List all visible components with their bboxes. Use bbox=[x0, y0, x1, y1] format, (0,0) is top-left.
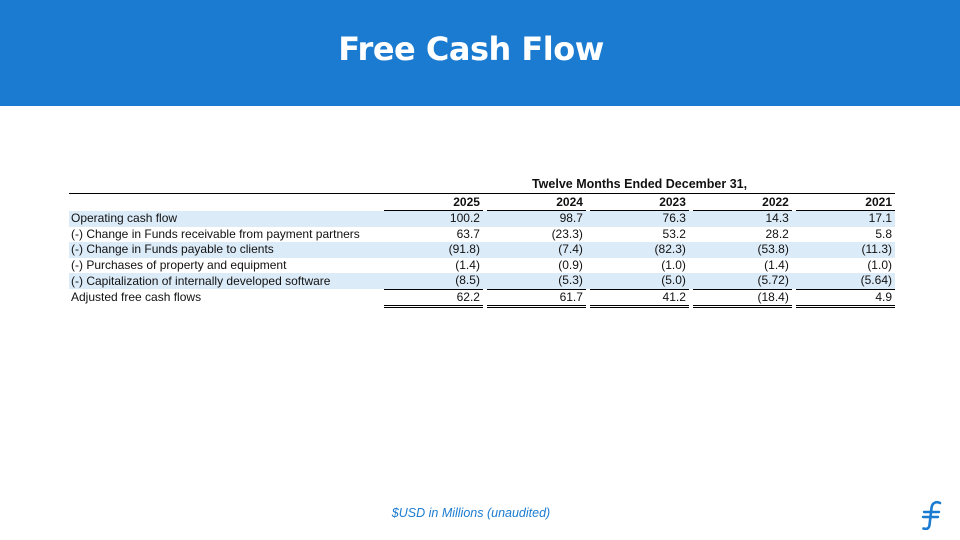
cell-value: (11.3) bbox=[795, 242, 895, 258]
cell-value: (0.9) bbox=[558, 257, 583, 272]
period-header: Twelve Months Ended December 31, bbox=[384, 176, 895, 194]
cell-value: (18.4) bbox=[692, 289, 792, 308]
table-row: (-) Change in Funds payable to clients (… bbox=[69, 242, 895, 258]
page-title: Free Cash Flow bbox=[338, 30, 604, 68]
cell-value: (5.72) bbox=[692, 273, 792, 290]
cell-value: 62.2 bbox=[384, 289, 483, 308]
row-label: (-) Change in Funds payable to clients bbox=[69, 242, 380, 258]
cell-value: (8.5) bbox=[384, 273, 483, 290]
row-label: Operating cash flow bbox=[69, 210, 380, 227]
year-header: 2023 bbox=[590, 193, 689, 211]
cell-value: (1.4) bbox=[764, 257, 789, 272]
table-row: (-) Change in Funds receivable from paym… bbox=[69, 227, 895, 243]
year-header-row: 2025 2024 2023 2022 2021 bbox=[69, 193, 895, 211]
flywire-f-logo-icon bbox=[921, 500, 942, 530]
cell-value: 5.8 bbox=[875, 226, 892, 241]
year-header: 2025 bbox=[384, 193, 483, 211]
cell-value: (5.0) bbox=[590, 273, 689, 290]
cell-value: (1.0) bbox=[867, 257, 892, 272]
cell-value: (5.3) bbox=[487, 273, 586, 290]
cell-value: 100.2 bbox=[384, 210, 483, 227]
table-row: (-) Purchases of property and equipment … bbox=[69, 258, 895, 274]
row-label: (-) Change in Funds receivable from paym… bbox=[71, 226, 360, 241]
cell-value: 98.7 bbox=[487, 210, 586, 227]
table-row: (-) Capitalization of internally develop… bbox=[69, 273, 895, 290]
year-header: 2024 bbox=[487, 193, 586, 211]
unit-note: $USD in Millions (unaudited) bbox=[391, 506, 551, 520]
cell-value: 17.1 bbox=[795, 210, 895, 227]
year-header: 2021 bbox=[795, 193, 895, 211]
row-label: Adjusted free cash flows bbox=[71, 290, 202, 305]
cell-value: (82.3) bbox=[590, 242, 689, 258]
cell-value: (91.8) bbox=[384, 242, 483, 258]
cell-value: 76.3 bbox=[590, 210, 689, 227]
row-label: (-) Purchases of property and equipment bbox=[71, 257, 287, 272]
cell-value: (7.4) bbox=[487, 242, 586, 258]
cell-value: (1.4) bbox=[455, 257, 480, 272]
year-header: 2022 bbox=[692, 193, 792, 211]
cell-value: 63.7 bbox=[456, 226, 480, 241]
cell-value: 41.2 bbox=[590, 289, 689, 308]
cell-value: 4.9 bbox=[795, 289, 895, 308]
cell-value: 61.7 bbox=[487, 289, 586, 308]
free-cash-flow-table: Twelve Months Ended December 31, 2025 20… bbox=[69, 176, 895, 308]
header-band bbox=[0, 0, 960, 106]
cell-value: 14.3 bbox=[692, 210, 792, 227]
cell-value: (53.8) bbox=[692, 242, 792, 258]
cell-value: (5.64) bbox=[795, 273, 895, 290]
cell-value: (1.0) bbox=[661, 257, 686, 272]
total-row: Adjusted free cash flows 62.2 61.7 41.2 … bbox=[69, 289, 895, 308]
cell-value: (23.3) bbox=[551, 226, 583, 241]
cell-value: 28.2 bbox=[765, 226, 789, 241]
table-row: Operating cash flow 100.2 98.7 76.3 14.3… bbox=[69, 210, 895, 227]
row-label: (-) Capitalization of internally develop… bbox=[69, 273, 380, 289]
period-header-row: Twelve Months Ended December 31, bbox=[69, 176, 895, 194]
cell-value: 53.2 bbox=[662, 226, 686, 241]
